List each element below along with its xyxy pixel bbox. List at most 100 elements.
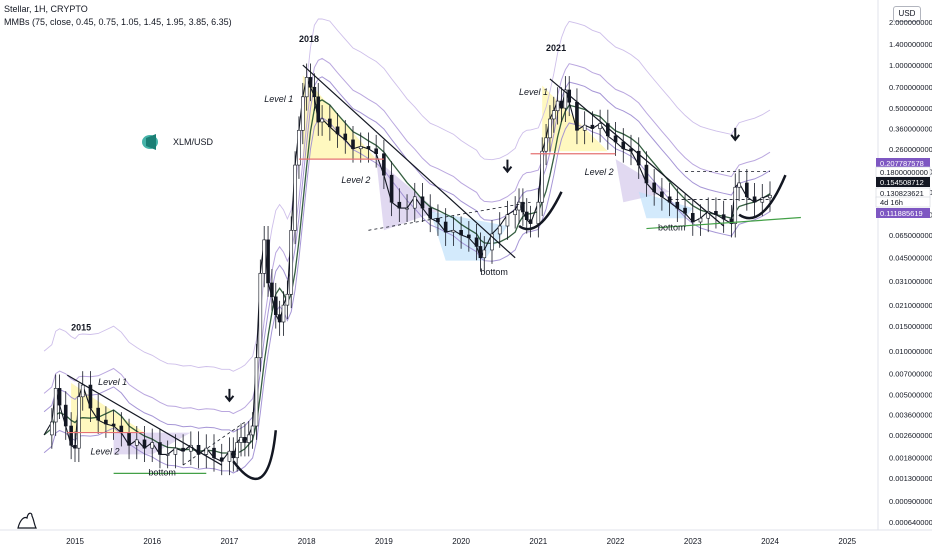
- y-tick-label: 0.001800000: [889, 454, 932, 463]
- y-tick-label: 0.001300000: [889, 474, 932, 483]
- candle-body: [285, 293, 290, 306]
- candle-body: [50, 421, 54, 436]
- candle-body: [467, 234, 471, 239]
- curved-arrow[interactable]: [738, 174, 787, 220]
- y-tick-label: 0.031000000: [889, 277, 932, 286]
- candle-body: [544, 137, 548, 152]
- y-axis: 2.000000000 1.400000000 1.000000000 0.70000…: [877, 0, 932, 530]
- candle-body: [548, 118, 552, 139]
- level2-label: Level 2: [341, 175, 370, 185]
- mmb-band-line: [43, 18, 771, 372]
- down-arrow-icon: [502, 159, 513, 174]
- trend-line[interactable]: [66, 374, 223, 466]
- candle-body: [239, 437, 243, 443]
- x-tick-label: 2020: [452, 537, 470, 546]
- tradingview-logo-icon: [17, 512, 37, 529]
- y-tick-label: 0.002600000: [889, 431, 932, 440]
- candle-body: [289, 229, 294, 295]
- trend-line[interactable]: [302, 64, 516, 259]
- candle-body: [559, 100, 564, 109]
- x-tick-label: 2024: [761, 537, 779, 546]
- candle-body: [621, 141, 626, 150]
- candle-body: [590, 124, 595, 129]
- candle-body: [389, 174, 394, 203]
- candle-body: [358, 146, 363, 150]
- year-label: 2015: [71, 322, 91, 332]
- trend-line[interactable]: [646, 216, 801, 230]
- candle-body: [760, 197, 765, 203]
- candle-body: [304, 77, 309, 98]
- candle-body: [235, 442, 239, 459]
- candle-body: [111, 423, 116, 427]
- candle-body: [482, 249, 487, 259]
- bottom-label: bottom: [148, 468, 176, 478]
- price-badge: [876, 177, 930, 187]
- candle-body: [521, 201, 525, 213]
- candle-body: [428, 207, 433, 219]
- candle-body: [63, 404, 68, 427]
- candle-body: [575, 101, 579, 131]
- y-tick-label: 0.015000000: [889, 322, 932, 331]
- candle-body: [258, 273, 263, 359]
- candle-body: [768, 194, 772, 199]
- candle-body: [293, 164, 297, 231]
- x-tick-label: 2021: [529, 537, 547, 546]
- curved-arrow[interactable]: [518, 191, 563, 231]
- candle-body: [563, 89, 568, 109]
- trend-line[interactable]: [549, 78, 725, 227]
- candle-body: [478, 246, 483, 259]
- candle-body: [142, 439, 147, 449]
- candle-body: [524, 211, 529, 221]
- candle-body: [613, 135, 618, 143]
- currency-button[interactable]: USD: [893, 6, 921, 22]
- y-tick-label: 0.005000000: [889, 390, 932, 399]
- y-tick-label: 1.000000000: [889, 61, 932, 70]
- price-badge-label: 0.130823621: [880, 189, 924, 198]
- annotations: 2015 2018 2021 Level 1 Level 1 Level 1 Level 2…: [71, 34, 685, 478]
- candle-body: [134, 439, 139, 446]
- candle-body: [721, 214, 726, 220]
- price-badge: [876, 158, 930, 168]
- trend-line[interactable]: [182, 421, 246, 466]
- candle-body: [308, 77, 313, 88]
- candle-body: [505, 214, 510, 227]
- curved-arrow[interactable]: [232, 430, 278, 481]
- level1-label: Level 1: [264, 94, 293, 104]
- candle-body: [69, 425, 73, 446]
- candle-body: [119, 425, 124, 433]
- candle-body: [636, 150, 641, 166]
- mmb-band-line: [43, 99, 771, 456]
- price-line: [43, 75, 771, 462]
- candle-body: [335, 126, 340, 135]
- candle-body: [277, 314, 282, 323]
- x-tick-label: 2022: [607, 537, 625, 546]
- candle-body: [582, 124, 587, 131]
- candle-body: [150, 442, 155, 449]
- y-tick-label: 0.010000000: [889, 347, 932, 356]
- candle-body: [80, 384, 85, 398]
- mmb-bands: [43, 18, 771, 474]
- candle-body: [733, 186, 738, 224]
- candle-body: [270, 282, 274, 298]
- year-label: 2021: [546, 43, 566, 53]
- candle-body: [374, 148, 378, 155]
- candle-body: [729, 218, 734, 224]
- candle-body: [297, 129, 301, 166]
- candle-body: [158, 442, 162, 455]
- mmb-band-line: [43, 57, 771, 415]
- candle-body: [397, 201, 402, 209]
- y-tick-label: 0.065000000: [889, 231, 932, 240]
- price-badge-label: 0.207787578: [880, 159, 924, 168]
- fib-zones: [71, 75, 693, 455]
- candle-body: [745, 182, 749, 198]
- candle-body: [165, 454, 170, 456]
- price-badge-label: 0.111885619: [880, 209, 923, 218]
- mmb-band-line: [43, 117, 771, 474]
- candle-body: [490, 233, 494, 251]
- candle-body: [254, 357, 259, 427]
- candle-body: [219, 457, 224, 462]
- y-tick-label: 0.360000000: [889, 125, 932, 134]
- y-tick-label: 2.000000000: [889, 18, 932, 27]
- x-tick-label: 2023: [684, 537, 702, 546]
- symbol-label: XLM/USD: [173, 137, 214, 147]
